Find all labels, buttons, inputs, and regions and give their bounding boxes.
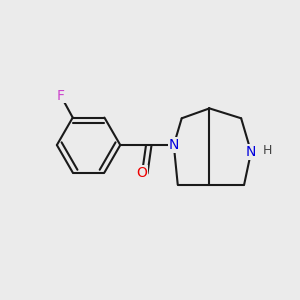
Text: O: O <box>136 166 148 180</box>
Text: N: N <box>246 145 256 159</box>
Text: F: F <box>57 89 65 103</box>
Text: N: N <box>169 138 179 152</box>
Text: H: H <box>263 145 273 158</box>
